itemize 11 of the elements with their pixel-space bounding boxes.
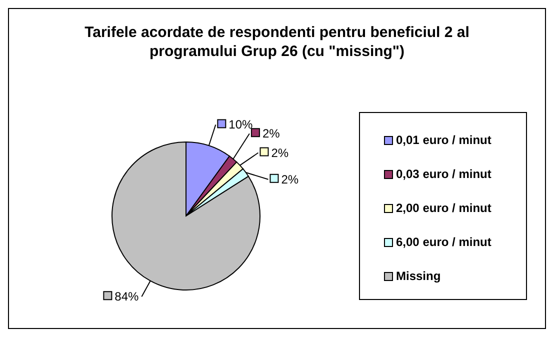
legend-label: 2,00 euro / minut bbox=[396, 201, 492, 215]
legend-label: 0,01 euro / minut bbox=[396, 133, 492, 147]
chart-title: Tarifele acordate de respondenti pentru beneficiul 2 al programului Grup 26 (cu "missing") bbox=[84, 23, 470, 62]
data-label: 2% bbox=[271, 146, 289, 160]
data-label: 2% bbox=[281, 172, 299, 186]
data-label: 2% bbox=[262, 126, 280, 141]
legend-label: 6,00 euro / minut bbox=[396, 235, 492, 249]
legend-label: 0,03 euro / minut bbox=[396, 167, 492, 181]
data-label: 84% bbox=[114, 290, 140, 304]
legend-label: Missing bbox=[396, 269, 441, 283]
data-label: 10% bbox=[228, 118, 254, 132]
